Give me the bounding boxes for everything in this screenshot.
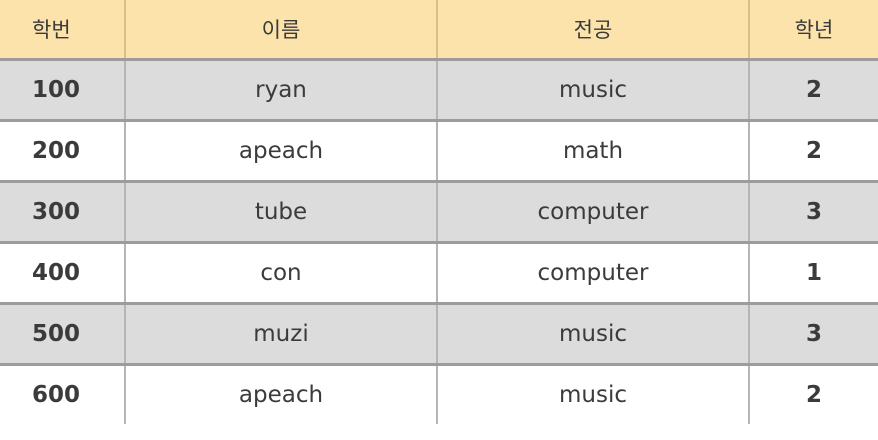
- header-name: 이름: [124, 0, 437, 61]
- cell-student-id: 100: [0, 59, 125, 121]
- cell-major: music: [436, 302, 749, 365]
- cell-student-id: 200: [0, 119, 125, 182]
- cell-year: 2: [748, 59, 878, 121]
- table-row: 200 apeach math 2: [0, 119, 878, 182]
- table-body: 100 ryan music 2 200 apeach math 2 300 t…: [0, 59, 878, 424]
- cell-student-id: 500: [0, 302, 125, 365]
- cell-student-id: 600: [0, 363, 125, 424]
- student-table: 학번 이름 전공 학년 100 ryan music 2 200 apeach …: [0, 0, 878, 424]
- header-row: 학번 이름 전공 학년: [0, 0, 878, 61]
- cell-name: muzi: [124, 302, 437, 365]
- cell-name: con: [124, 241, 437, 304]
- cell-year: 1: [748, 241, 878, 304]
- table-row: 100 ryan music 2: [0, 59, 878, 121]
- cell-year: 3: [748, 302, 878, 365]
- header-student-id: 학번: [0, 0, 125, 61]
- cell-year: 2: [748, 363, 878, 424]
- cell-name: ryan: [124, 59, 437, 121]
- cell-major: math: [436, 119, 749, 182]
- header-year: 학년: [748, 0, 878, 61]
- header-major: 전공: [436, 0, 749, 61]
- table-row: 300 tube computer 3: [0, 180, 878, 243]
- cell-major: computer: [436, 180, 749, 243]
- table-header: 학번 이름 전공 학년: [0, 0, 878, 61]
- cell-major: music: [436, 59, 749, 121]
- cell-name: tube: [124, 180, 437, 243]
- table-row: 400 con computer 1: [0, 241, 878, 304]
- cell-year: 3: [748, 180, 878, 243]
- cell-year: 2: [748, 119, 878, 182]
- cell-student-id: 400: [0, 241, 125, 304]
- cell-student-id: 300: [0, 180, 125, 243]
- table-row: 500 muzi music 3: [0, 302, 878, 365]
- cell-name: apeach: [124, 119, 437, 182]
- cell-major: computer: [436, 241, 749, 304]
- cell-name: apeach: [124, 363, 437, 424]
- cell-major: music: [436, 363, 749, 424]
- table-row: 600 apeach music 2: [0, 363, 878, 424]
